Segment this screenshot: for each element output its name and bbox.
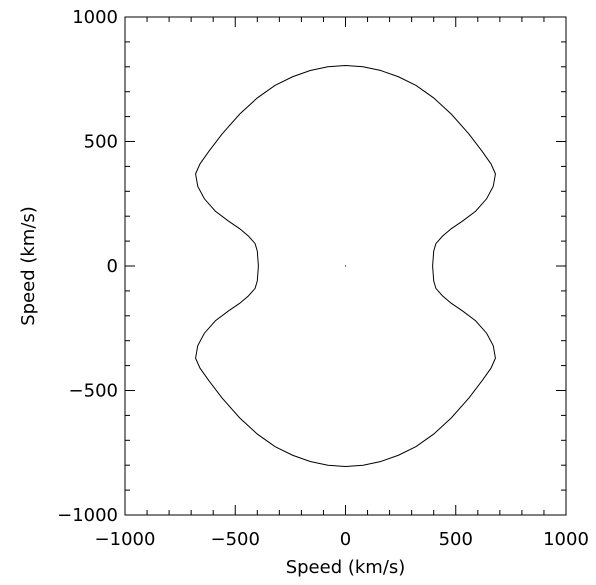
y-tick-labels: −1000 −500 0 500 1000: [57, 7, 118, 526]
x-tick-label: 1000: [543, 529, 589, 550]
x-tick-label: −1000: [95, 529, 156, 550]
x-tick-label: 500: [439, 529, 473, 550]
contour-curve: [195, 65, 496, 467]
y-ticks: [125, 16, 566, 516]
x-tick-label: 0: [340, 529, 351, 550]
y-tick-label: 0: [107, 256, 118, 277]
x-ticks: [124, 17, 567, 515]
x-tick-labels: −1000 −500 0 500 1000: [95, 529, 589, 550]
y-tick-label: −500: [69, 381, 118, 402]
y-tick-label: 1000: [72, 7, 118, 28]
x-tick-label: −500: [211, 529, 260, 550]
markers: [344, 265, 347, 267]
origin-marker: [344, 265, 347, 267]
y-tick-label: 500: [84, 132, 118, 153]
y-tick-label: −1000: [57, 505, 118, 526]
y-axis-label: Speed (km/s): [18, 206, 39, 326]
x-axis-label: Speed (km/s): [286, 557, 406, 578]
